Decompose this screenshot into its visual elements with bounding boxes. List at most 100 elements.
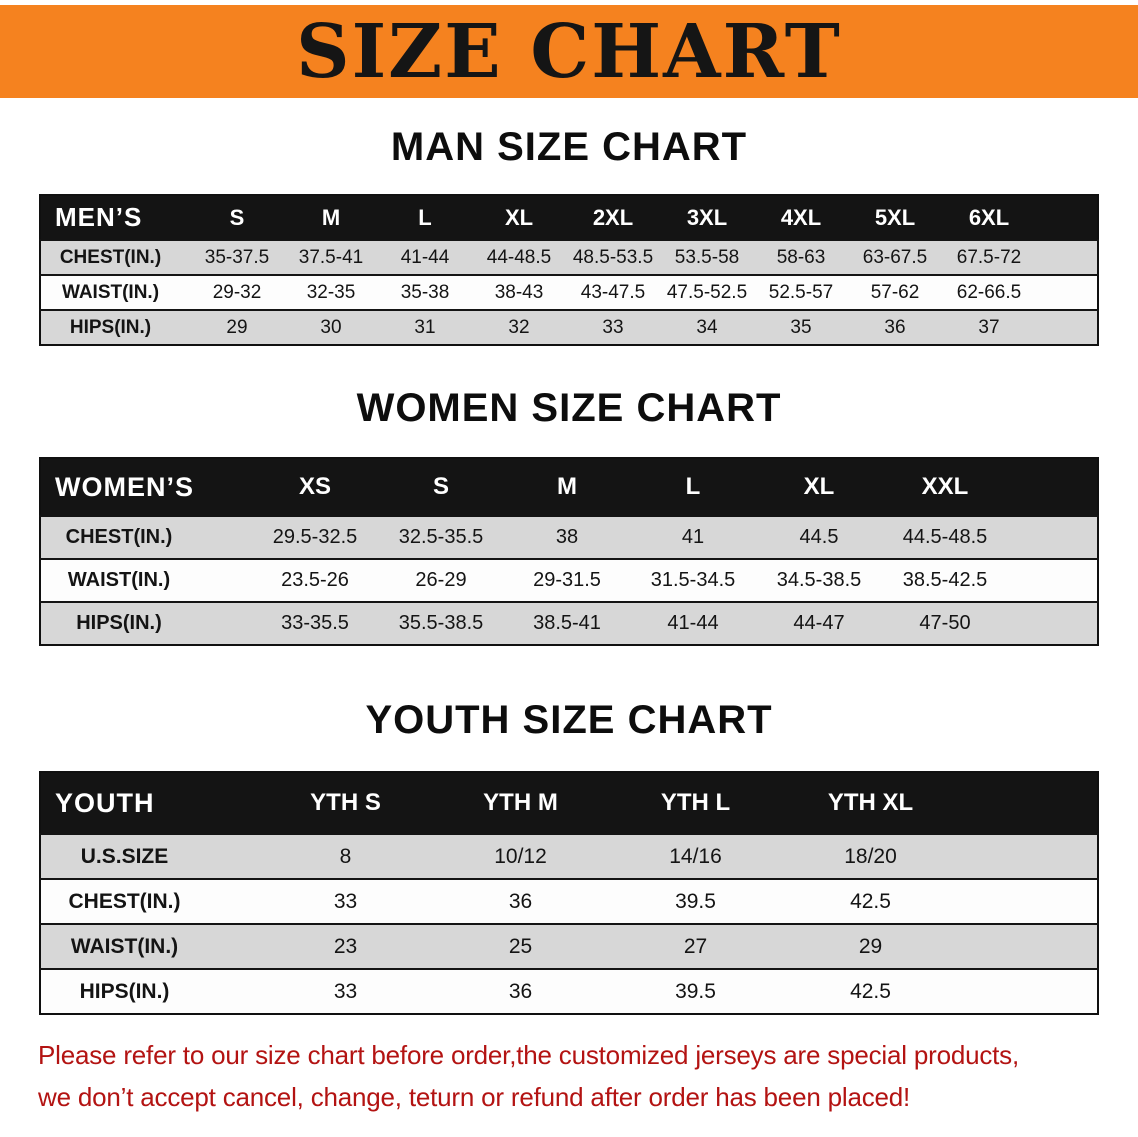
page-title: SIZE CHART xyxy=(296,8,842,95)
value-cell: 52.5-57 xyxy=(768,281,834,303)
size-header-cell: 2XL xyxy=(566,195,660,240)
section-heading-men: MAN SIZE CHART xyxy=(390,125,748,169)
size-chart-page: SIZE CHART MAN SIZE CHART MEN’S S M L XL 2XL 3X… xyxy=(0,5,1138,1137)
value-cell: 35-37.5 xyxy=(204,246,270,268)
value-cell: 38-43 xyxy=(494,281,544,303)
size-header-cell: S xyxy=(190,195,284,240)
table-row: WAIST(IN.) 23 25 27 29 xyxy=(40,924,1098,969)
value-cell: 44-48.5 xyxy=(486,246,552,268)
footer-note-line2: we don’t accept cancel, change, teturn o… xyxy=(38,1081,911,1112)
table-row: WAIST(IN.) 23.5-26 26-29 29-31.5 31.5-34.5 34… xyxy=(40,559,1098,602)
value-cell: 33 xyxy=(602,316,624,338)
value-cell: 30 xyxy=(320,316,342,338)
footer-note-line1: Please refer to our size chart before or… xyxy=(38,1040,1020,1070)
size-header-cell: S xyxy=(378,458,504,516)
size-header-cell: 6XL xyxy=(942,195,1036,240)
value-cell: 27 xyxy=(683,934,708,958)
value-cell: 35.5-38.5 xyxy=(398,612,484,634)
value-cell: 44.5 xyxy=(799,526,839,548)
table-title-cell: WOMEN’S xyxy=(40,458,252,516)
spacer-cell xyxy=(958,772,1098,834)
spacer-cell xyxy=(1008,559,1098,602)
banner: SIZE CHART xyxy=(0,5,1138,98)
value-cell: 32-35 xyxy=(306,281,356,303)
row-label-cell: U.S.SIZE xyxy=(80,844,169,868)
value-cell: 43-47.5 xyxy=(580,281,646,303)
spacer-cell xyxy=(1008,458,1098,516)
row-label-cell: CHEST(IN.) xyxy=(68,889,181,913)
value-cell: 39.5 xyxy=(675,889,716,913)
size-header-cell: XXL xyxy=(882,458,1008,516)
value-cell: 67.5-72 xyxy=(956,246,1022,268)
spacer-cell xyxy=(958,924,1098,969)
table-row: CHEST(IN.) 33 36 39.5 42.5 xyxy=(40,879,1098,924)
table-title-cell: MEN’S xyxy=(40,195,190,240)
spacer-cell xyxy=(1036,310,1098,345)
table-header-row: MEN’S S M L XL 2XL 3XL 4XL 5XL 6XL xyxy=(40,195,1098,240)
value-cell: 29 xyxy=(858,934,883,958)
value-cell: 32 xyxy=(508,316,530,338)
size-header-cell: 3XL xyxy=(660,195,754,240)
value-cell: 36 xyxy=(508,979,533,1003)
value-cell: 44.5-48.5 xyxy=(902,526,988,548)
value-cell: 29-32 xyxy=(212,281,262,303)
table-row: U.S.SIZE 8 10/12 14/16 18/20 xyxy=(40,834,1098,879)
spacer-cell xyxy=(958,969,1098,1014)
value-cell: 18/20 xyxy=(844,844,897,868)
value-cell: 36 xyxy=(508,889,533,913)
men-size-table: MEN’S S M L XL 2XL 3XL 4XL 5XL 6XL CHEST(IN.) 35-37… xyxy=(39,194,1099,346)
value-cell: 38 xyxy=(555,526,579,548)
value-cell: 42.5 xyxy=(850,889,891,913)
value-cell: 33-35.5 xyxy=(281,612,349,634)
row-label-cell: CHEST(IN.) xyxy=(59,246,162,268)
value-cell: 47-50 xyxy=(919,612,971,634)
size-chart-sections: MAN SIZE CHART MEN’S S M L XL 2XL 3XL 4XL 5XL 6XL C… xyxy=(0,125,1138,1015)
value-cell: 8 xyxy=(339,844,352,868)
spacer-cell xyxy=(958,834,1098,879)
table-title-cell: YOUTH xyxy=(40,772,258,834)
value-cell: 38.5-42.5 xyxy=(902,569,988,591)
size-header-cell: M xyxy=(284,195,378,240)
row-label-cell: HIPS(IN.) xyxy=(69,316,152,338)
spacer-cell xyxy=(1036,240,1098,275)
size-header-cell: XL xyxy=(472,195,566,240)
value-cell: 41-44 xyxy=(667,612,719,634)
spacer-cell xyxy=(1008,516,1098,559)
value-cell: 29 xyxy=(226,316,248,338)
value-cell: 47.5-52.5 xyxy=(666,281,748,303)
value-cell: 25 xyxy=(508,934,533,958)
section-men: MAN SIZE CHART MEN’S S M L XL 2XL 3XL 4XL 5XL 6XL C… xyxy=(0,125,1138,346)
table-row: WAIST(IN.) 29-32 32-35 35-38 38-43 43-47.5 47.… xyxy=(40,275,1098,310)
value-cell: 42.5 xyxy=(850,979,891,1003)
size-header-cell: YTH S xyxy=(258,772,433,834)
value-cell: 48.5-53.5 xyxy=(572,246,654,268)
value-cell: 37 xyxy=(978,316,1000,338)
table-row: HIPS(IN.) 33-35.5 35.5-38.5 38.5-41 41-44 44-… xyxy=(40,602,1098,645)
value-cell: 58-63 xyxy=(776,246,826,268)
table-row: HIPS(IN.) 29 30 31 32 33 34 35 36 37 xyxy=(40,310,1098,345)
table-header-row: WOMEN’S XS S M L XL XXL xyxy=(40,458,1098,516)
value-cell: 32.5-35.5 xyxy=(398,526,484,548)
value-cell: 31 xyxy=(414,316,436,338)
section-youth: YOUTH SIZE CHART YOUTH YTH S YTH M YTH L YTH … xyxy=(0,698,1138,1015)
value-cell: 29-31.5 xyxy=(533,569,601,591)
row-label-cell: HIPS(IN.) xyxy=(79,979,170,1003)
value-cell: 14/16 xyxy=(669,844,722,868)
value-cell: 41 xyxy=(681,526,705,548)
section-heading-women: WOMEN SIZE CHART xyxy=(356,386,782,430)
row-label-cell: HIPS(IN.) xyxy=(76,612,162,634)
value-cell: 34.5-38.5 xyxy=(776,569,862,591)
value-cell: 10/12 xyxy=(494,844,547,868)
value-cell: 38.5-41 xyxy=(533,612,601,634)
size-header-cell: YTH XL xyxy=(783,772,958,834)
value-cell: 23.5-26 xyxy=(281,569,349,591)
size-header-cell: L xyxy=(378,195,472,240)
size-header-cell: M xyxy=(504,458,630,516)
women-size-table: WOMEN’S XS S M L XL XXL CHEST(IN.) 29.5-32.5 32.5… xyxy=(39,457,1099,646)
row-label-cell: WAIST(IN.) xyxy=(70,934,179,958)
table-row: HIPS(IN.) 33 36 39.5 42.5 xyxy=(40,969,1098,1014)
value-cell: 35 xyxy=(790,316,812,338)
section-women: WOMEN SIZE CHART WOMEN’S XS S M L XL XXL CHEST(I… xyxy=(0,386,1138,646)
youth-size-table: YOUTH YTH S YTH M YTH L YTH XL U.S.SIZE 8 10/12… xyxy=(39,771,1099,1015)
spacer-cell xyxy=(1008,602,1098,645)
